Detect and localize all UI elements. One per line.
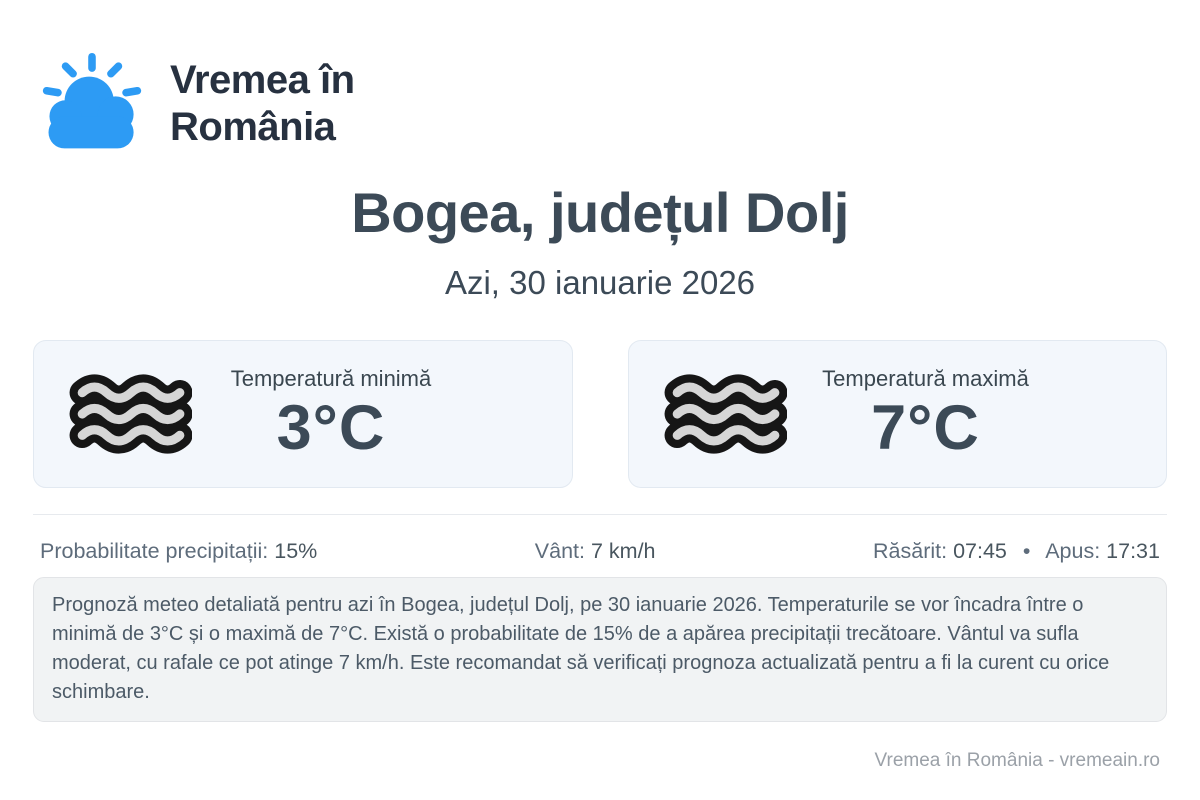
sun-times-stat: Răsărit: 07:45 • Apus: 17:31 <box>873 539 1160 564</box>
fog-icon <box>66 367 193 461</box>
logo-line-1: Vremea în <box>170 58 355 103</box>
sunrise-value: 07:45 <box>953 539 1007 563</box>
sunrise-label: Răsărit: <box>873 539 948 563</box>
forecast-description: Prognoză meteo detaliată pentru azi în B… <box>33 577 1167 722</box>
max-temperature-card: Temperatură maximă 7°C <box>627 340 1167 488</box>
bullet-separator: • <box>1022 539 1031 563</box>
min-temperature-card: Temperatură minimă 3°C <box>33 340 573 488</box>
fog-icon <box>661 367 788 461</box>
temperature-cards: Temperatură minimă 3°C <box>33 340 1167 488</box>
footer-site-link[interactable]: Vremea în România - vremeain.ro <box>874 750 1160 771</box>
stats-row: Probabilitate precipitații: 15% Vânt: 7 … <box>40 539 1160 564</box>
sun-cloud-icon <box>40 48 144 160</box>
logo-line-2: România <box>170 105 336 149</box>
page-subtitle: Azi, 30 ianuarie 2026 <box>444 264 756 301</box>
precipitation-value: 15% <box>274 539 318 563</box>
wind-label: Vânt: <box>534 539 585 563</box>
wind-value: 7 km/h <box>590 539 656 563</box>
site-logo-text: Vremea în România <box>170 57 355 151</box>
min-temperature-label: Temperatură minimă <box>230 366 432 392</box>
wind-stat: Vânt: 7 km/h <box>535 539 656 564</box>
precipitation-stat: Probabilitate precipitații: 15% <box>40 539 317 564</box>
stats-divider <box>33 514 1167 515</box>
max-temperature-text: Temperatură maximă 7°C <box>811 366 1041 461</box>
max-temperature-label: Temperatură maximă <box>822 366 1029 392</box>
min-temperature-text: Temperatură minimă 3°C <box>216 366 446 461</box>
max-temperature-value: 7°C <box>871 393 980 464</box>
site-logo[interactable]: Vremea în România <box>40 48 355 160</box>
min-temperature-value: 3°C <box>276 393 386 464</box>
page-title: Bogea, județul Dolj <box>351 181 849 244</box>
precipitation-label: Probabilitate precipitații: <box>40 539 269 563</box>
sunset-value: 17:31 <box>1106 539 1160 563</box>
sunset-label: Apus: <box>1045 539 1101 563</box>
